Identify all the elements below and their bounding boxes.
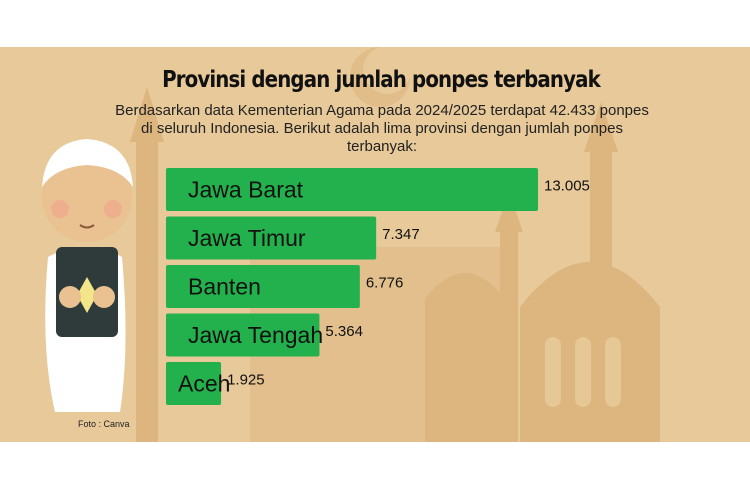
photo-credit: Foto : Canva bbox=[78, 419, 130, 429]
value-label-3: 5.364 bbox=[325, 323, 363, 340]
bar-chart: Jawa Barat 13.005 Jawa Timur 7.347 Banten 6.7… bbox=[166, 168, 590, 405]
chart-subtitle: Berdasarkan data Kementerian Agama pada … bbox=[115, 102, 649, 155]
infographic-panel: Provinsi dengan jumlah ponpes terbanyak … bbox=[0, 47, 750, 442]
category-label-2: Banten bbox=[188, 274, 261, 300]
value-label-1: 7.347 bbox=[382, 226, 420, 243]
value-label-4: 1.925 bbox=[227, 372, 265, 389]
category-label-0: Jawa Barat bbox=[188, 177, 304, 203]
bar-4 bbox=[166, 362, 222, 405]
mosque-silhouette bbox=[130, 47, 660, 442]
bar-1 bbox=[166, 216, 377, 260]
chart-title: Provinsi dengan jumlah ponpes terbanyak bbox=[162, 67, 601, 93]
category-label-3: Jawa Tengah bbox=[188, 322, 323, 348]
value-label-0: 13.005 bbox=[544, 178, 590, 195]
bar-2 bbox=[166, 265, 360, 308]
category-label-1: Jawa Timur bbox=[188, 225, 306, 251]
value-label-2: 6.776 bbox=[366, 275, 404, 292]
category-label-4: Aceh bbox=[178, 371, 230, 397]
character-illustration bbox=[42, 139, 133, 412]
bar-3 bbox=[166, 313, 320, 357]
bar-0 bbox=[166, 168, 538, 211]
